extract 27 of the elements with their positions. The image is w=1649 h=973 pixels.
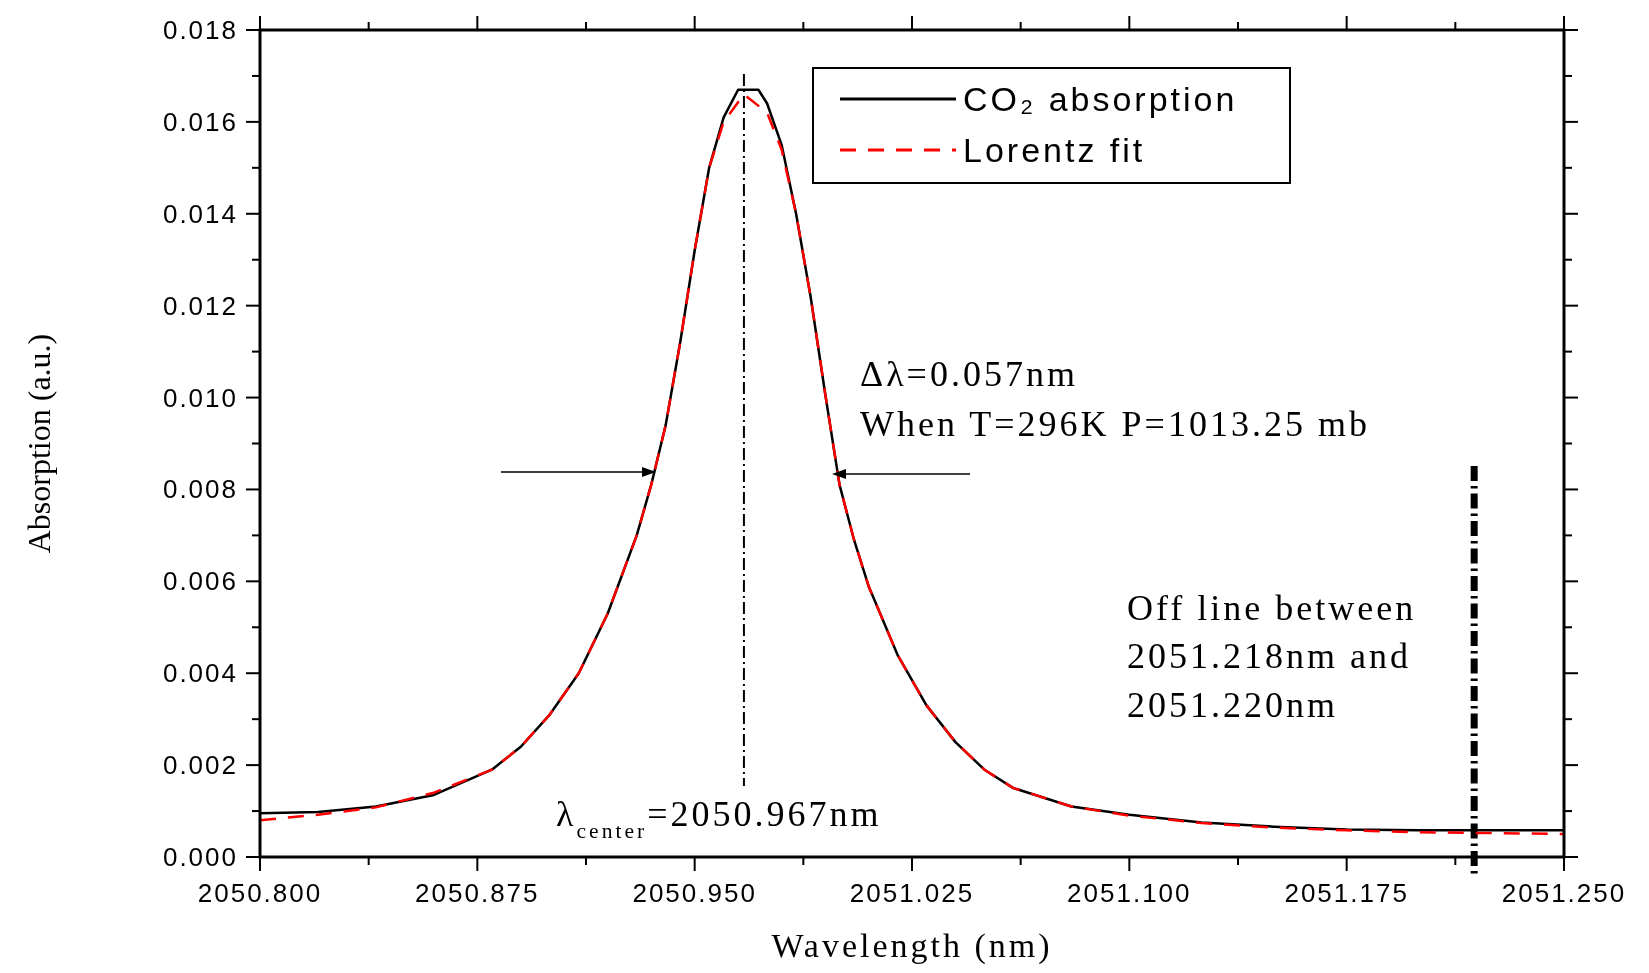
- annotation: λ$_{center}$=2050.967nm: [556, 794, 882, 843]
- y-tick-label: 0.008: [162, 474, 238, 505]
- y-tick-label: 0.000: [162, 842, 238, 872]
- y-tick-label: 0.010: [162, 382, 238, 413]
- y-tick-label: 0.006: [162, 566, 238, 597]
- y-tick-label: 0.002: [162, 750, 238, 781]
- annotation: Δλ=0.057nm: [860, 354, 1078, 394]
- y-tick-label: 0.014: [162, 198, 238, 229]
- x-tick-label: 2051.100: [1067, 878, 1192, 908]
- x-axis-title: Wavelength (nm): [771, 927, 1053, 965]
- x-tick-label: 2050.950: [632, 878, 757, 908]
- x-tick-label: 2050.875: [415, 878, 540, 908]
- x-tick-label: 2051.025: [849, 878, 975, 908]
- y-tick-label: 0.004: [162, 658, 238, 689]
- annotation: 2051.218nm and: [1127, 636, 1411, 676]
- legend-label: Lorentz fit: [963, 131, 1146, 169]
- y-tick-label: 0.018: [162, 15, 238, 45]
- legend-label: CO₂ absorption: [963, 80, 1238, 118]
- y-axis-title: Absorption (a.u.): [21, 333, 57, 554]
- x-tick-label: 2051.250: [1501, 878, 1627, 908]
- y-tick-label: 0.012: [162, 290, 238, 321]
- y-tick-label: 0.016: [162, 106, 238, 137]
- annotation: Off line between: [1127, 588, 1417, 628]
- annotation: When T=296K P=1013.25 mb: [860, 404, 1370, 444]
- x-tick-label: 2050.800: [197, 878, 323, 908]
- x-tick-label: 2051.175: [1284, 878, 1409, 908]
- annotation: 2051.220nm: [1127, 685, 1339, 725]
